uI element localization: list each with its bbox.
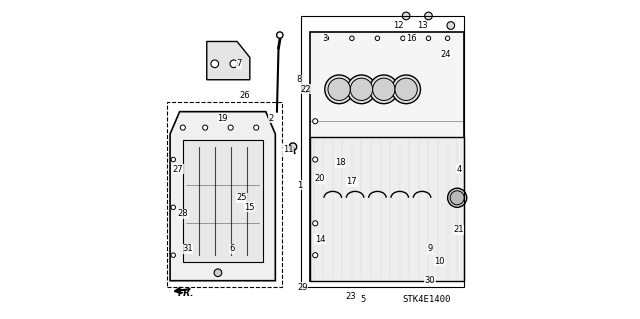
Circle shape bbox=[228, 125, 233, 130]
Circle shape bbox=[447, 22, 454, 29]
Text: 27: 27 bbox=[173, 165, 183, 174]
Circle shape bbox=[203, 125, 208, 130]
Circle shape bbox=[401, 36, 405, 41]
Circle shape bbox=[445, 36, 450, 41]
Circle shape bbox=[328, 78, 350, 100]
Text: 6: 6 bbox=[230, 244, 235, 253]
Text: 8: 8 bbox=[296, 75, 302, 84]
Text: 5: 5 bbox=[360, 295, 365, 304]
Circle shape bbox=[276, 32, 283, 38]
Circle shape bbox=[313, 157, 318, 162]
Circle shape bbox=[324, 36, 328, 41]
Circle shape bbox=[171, 253, 175, 257]
Circle shape bbox=[313, 119, 318, 124]
Text: 12: 12 bbox=[393, 21, 403, 30]
Text: 7: 7 bbox=[236, 59, 241, 68]
Circle shape bbox=[375, 36, 380, 41]
Circle shape bbox=[349, 36, 354, 41]
Circle shape bbox=[303, 86, 309, 93]
Text: 29: 29 bbox=[297, 283, 308, 292]
Text: 31: 31 bbox=[182, 244, 193, 253]
Circle shape bbox=[214, 269, 221, 277]
Text: 28: 28 bbox=[177, 209, 188, 218]
Text: 11: 11 bbox=[283, 145, 293, 154]
Circle shape bbox=[369, 75, 398, 104]
Bar bbox=[167, 102, 282, 287]
Circle shape bbox=[253, 125, 259, 130]
Circle shape bbox=[180, 125, 186, 130]
Text: 19: 19 bbox=[218, 114, 228, 122]
Text: 17: 17 bbox=[347, 177, 357, 186]
Text: 9: 9 bbox=[428, 244, 433, 253]
Text: STK4E1400: STK4E1400 bbox=[403, 295, 451, 304]
Text: 24: 24 bbox=[441, 50, 451, 59]
Text: 25: 25 bbox=[237, 193, 247, 202]
Text: 13: 13 bbox=[417, 21, 428, 30]
Circle shape bbox=[372, 78, 395, 100]
Polygon shape bbox=[170, 112, 275, 281]
Circle shape bbox=[350, 78, 372, 100]
Text: 23: 23 bbox=[345, 292, 356, 301]
Circle shape bbox=[395, 78, 417, 100]
Text: 3: 3 bbox=[322, 34, 328, 43]
Text: 14: 14 bbox=[315, 235, 325, 244]
Text: 26: 26 bbox=[240, 91, 250, 100]
Circle shape bbox=[313, 221, 318, 226]
Circle shape bbox=[230, 60, 237, 68]
Circle shape bbox=[313, 253, 318, 258]
Polygon shape bbox=[207, 41, 250, 80]
Text: 4: 4 bbox=[456, 165, 461, 174]
Circle shape bbox=[171, 157, 175, 162]
Circle shape bbox=[324, 75, 353, 104]
Circle shape bbox=[347, 75, 376, 104]
Circle shape bbox=[171, 205, 175, 210]
Text: 10: 10 bbox=[435, 257, 445, 266]
Circle shape bbox=[450, 191, 464, 205]
Polygon shape bbox=[183, 140, 262, 262]
Bar bbox=[310, 32, 463, 281]
Text: 30: 30 bbox=[425, 276, 435, 285]
Text: 15: 15 bbox=[244, 203, 255, 212]
Text: 2: 2 bbox=[268, 114, 273, 122]
Bar bbox=[310, 137, 463, 281]
Text: 1: 1 bbox=[297, 181, 302, 189]
Text: 18: 18 bbox=[335, 158, 346, 167]
Circle shape bbox=[211, 60, 218, 68]
Text: 16: 16 bbox=[406, 34, 416, 43]
Bar bbox=[301, 16, 463, 287]
Circle shape bbox=[447, 188, 467, 207]
Text: FR.: FR. bbox=[178, 289, 195, 298]
Circle shape bbox=[289, 143, 297, 151]
Circle shape bbox=[392, 75, 420, 104]
Text: 22: 22 bbox=[300, 85, 311, 94]
Circle shape bbox=[424, 12, 432, 20]
Circle shape bbox=[426, 36, 431, 41]
Text: 21: 21 bbox=[454, 225, 464, 234]
Circle shape bbox=[403, 12, 410, 20]
Text: 20: 20 bbox=[315, 174, 325, 183]
